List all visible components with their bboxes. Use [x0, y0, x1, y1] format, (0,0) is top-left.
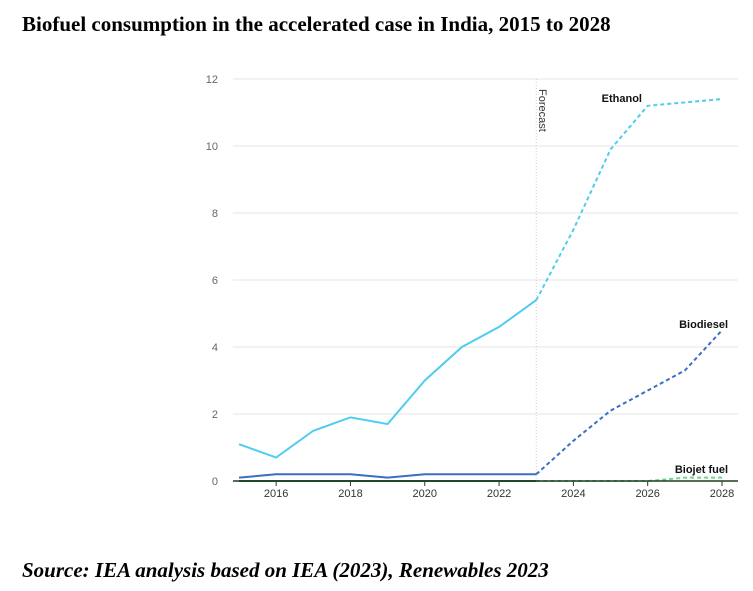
chart-title: Biofuel consumption in the accelerated c…: [22, 12, 611, 36]
x-tick-label: 2020: [413, 488, 437, 500]
x-tick-label: 2026: [635, 488, 659, 500]
y-tick-label: 2: [212, 409, 218, 421]
y-tick-label: 0: [212, 476, 218, 488]
x-tick-label: 2028: [710, 488, 734, 500]
biodiesel-historical-line: [238, 473, 537, 479]
x-tick-label: 2022: [487, 488, 511, 500]
y-tick-label: 10: [206, 141, 218, 153]
series-label-biojet-fuel: Biojet fuel: [675, 464, 728, 476]
x-tick-label: 2018: [338, 488, 362, 500]
x-tick-label: 2016: [264, 488, 288, 500]
y-tick-label: 12: [206, 74, 218, 86]
y-tick-label: 6: [212, 275, 218, 287]
y-tick-label: 4: [212, 342, 218, 354]
biodiesel-forecast-line: [535, 329, 723, 476]
ethanol-historical-line: [238, 299, 537, 459]
forecast-label: Forecast: [536, 89, 548, 132]
series-label-biodiesel: Biodiesel: [679, 319, 728, 331]
series-label-ethanol: Ethanol: [602, 93, 642, 105]
source-note: Source: IEA analysis based on IEA (2023)…: [22, 558, 549, 582]
y-tick-label: 8: [212, 208, 218, 220]
x-tick-label: 2024: [561, 488, 585, 500]
ethanol-forecast-line: [535, 98, 723, 301]
